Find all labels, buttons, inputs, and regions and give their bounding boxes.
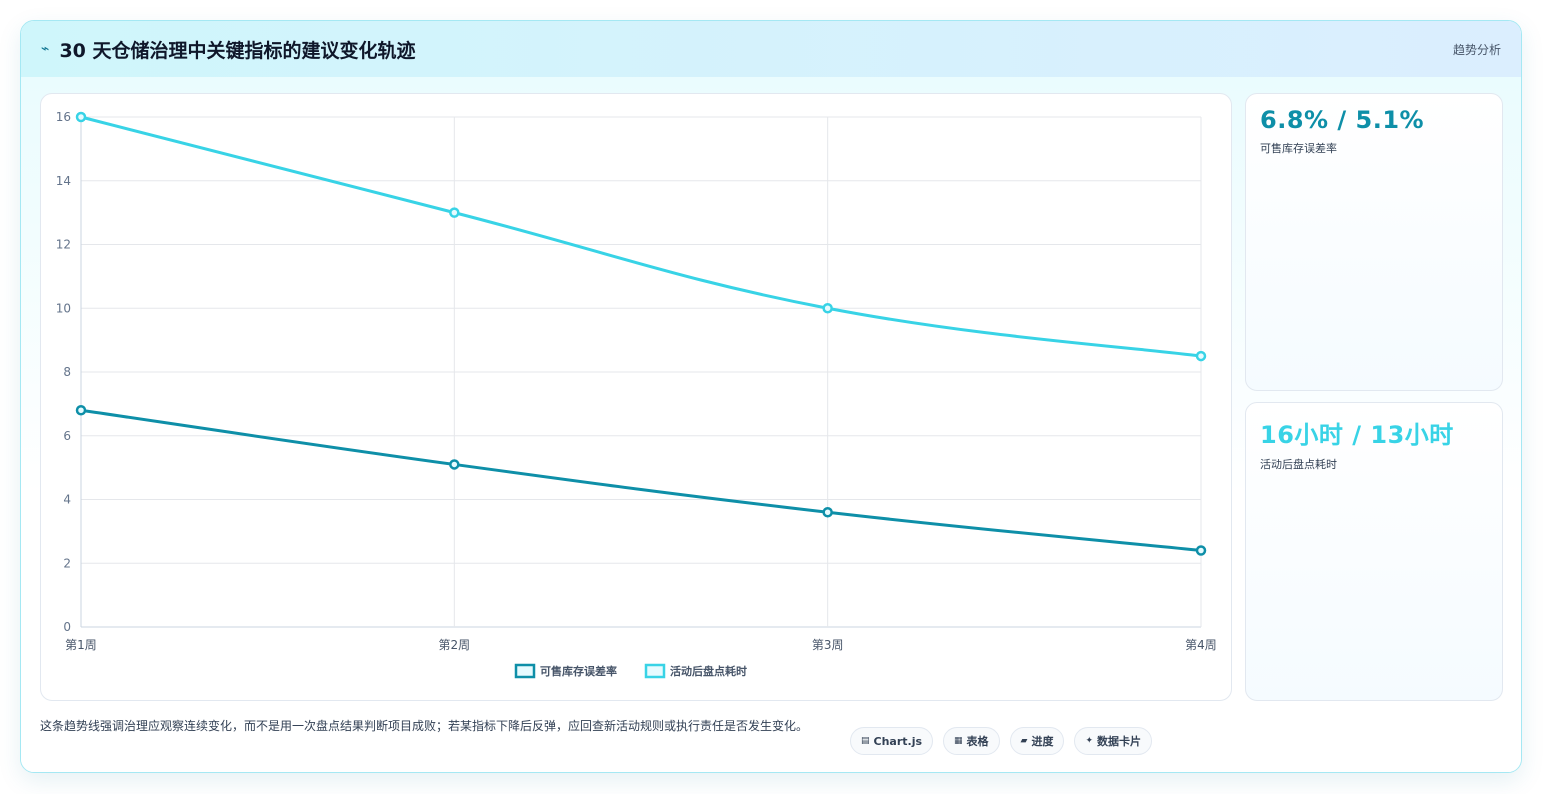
- data-point: [822, 507, 833, 518]
- series-line-0: [80, 408, 1202, 552]
- chart-panel: 0 2 4 6 8 10 12 14 16 第1周 第2周 第3周 第4周可售库存误差率 活动后盘点耗时: [40, 93, 1232, 701]
- kpi-card-error-rate: 6.8% / 5.1% 可售库存误差率: [1245, 93, 1503, 391]
- chart-bolt-icon: ⌁: [41, 41, 50, 57]
- kpi-label: 可售库存误差率: [1260, 142, 1337, 155]
- chip-label: 表格: [966, 735, 989, 748]
- data-point: [1195, 350, 1207, 362]
- data-point: [449, 459, 460, 470]
- legend-label: 活动后盘点耗时: [670, 664, 747, 678]
- x-tick-label: 第1周: [65, 638, 97, 652]
- card-body: 0 2 4 6 8 10 12 14 16 第1周 第2周 第3周 第4周 可售库存误差率 活动后盘点耗时 …: [21, 77, 1521, 772]
- y-tick-label: 0: [63, 620, 71, 634]
- chip-table[interactable]: ▦ 表格: [943, 727, 1000, 755]
- kpi-value: 16小时 / 13小时: [1260, 421, 1454, 449]
- data-point: [449, 207, 460, 218]
- data-point: [75, 405, 87, 416]
- chip-label: 数据卡片: [1097, 735, 1142, 748]
- y-tick-label: 8: [63, 365, 71, 379]
- x-tick-label: 第2周: [439, 638, 471, 652]
- y-tick-label: 10: [56, 301, 71, 315]
- chip-label: Chart.js: [873, 734, 923, 748]
- y-tick-label: 6: [63, 429, 71, 443]
- y-tick-label: 12: [56, 238, 71, 252]
- grid-icon: ▦: [954, 736, 963, 746]
- footer-note: 这条趋势线强调治理应观察连续变化，而不是用一次盘点结果判断项目成败；若某指标下降…: [40, 719, 809, 733]
- table-icon: ▤: [861, 736, 870, 746]
- header-tag: 趋势分析: [1452, 42, 1501, 57]
- kpi-label: 活动后盘点耗时: [1260, 458, 1337, 471]
- data-point: [1195, 545, 1207, 556]
- chip-data-card[interactable]: ✦ 数据卡片: [1074, 727, 1153, 755]
- y-tick-label: 14: [56, 174, 71, 188]
- legend-label: 可售库存误差率: [540, 664, 617, 678]
- y-tick-label: 16: [56, 110, 71, 124]
- sparkle-icon: ✦: [1085, 736, 1094, 746]
- legend-swatch: [644, 663, 666, 679]
- data-point: [75, 111, 87, 123]
- card-header: ⌁ 30 天仓储治理中关键指标的建议变化轨迹 趋势分析: [21, 21, 1521, 77]
- page-title: 30 天仓储治理中关键指标的建议变化轨迹: [59, 39, 416, 62]
- trend-card: ⌁ 30 天仓储治理中关键指标的建议变化轨迹 趋势分析 0 2 4 6 8 10 12 14 1…: [20, 20, 1522, 773]
- legend-swatch: [514, 663, 536, 679]
- x-tick-label: 第3周: [812, 638, 844, 652]
- feature-chips: ▤ Chart.js ▦ 表格 ▰ 进度 ✦ 数据卡片: [850, 727, 1153, 755]
- chip-chartjs[interactable]: ▤ Chart.js: [850, 727, 934, 755]
- kpi-card-count-time: 16小时 / 13小时 活动后盘点耗时: [1245, 402, 1503, 701]
- x-tick-label: 第4周: [1185, 638, 1217, 652]
- chip-progress[interactable]: ▰ 进度: [1009, 727, 1065, 755]
- y-tick-label: 2: [63, 556, 71, 570]
- progress-icon: ▰: [1020, 736, 1028, 746]
- chip-label: 进度: [1031, 735, 1054, 748]
- series-line-1: [80, 115, 1202, 358]
- y-tick-label: 4: [63, 493, 71, 507]
- kpi-value: 6.8% / 5.1%: [1260, 106, 1425, 134]
- data-point: [822, 303, 833, 314]
